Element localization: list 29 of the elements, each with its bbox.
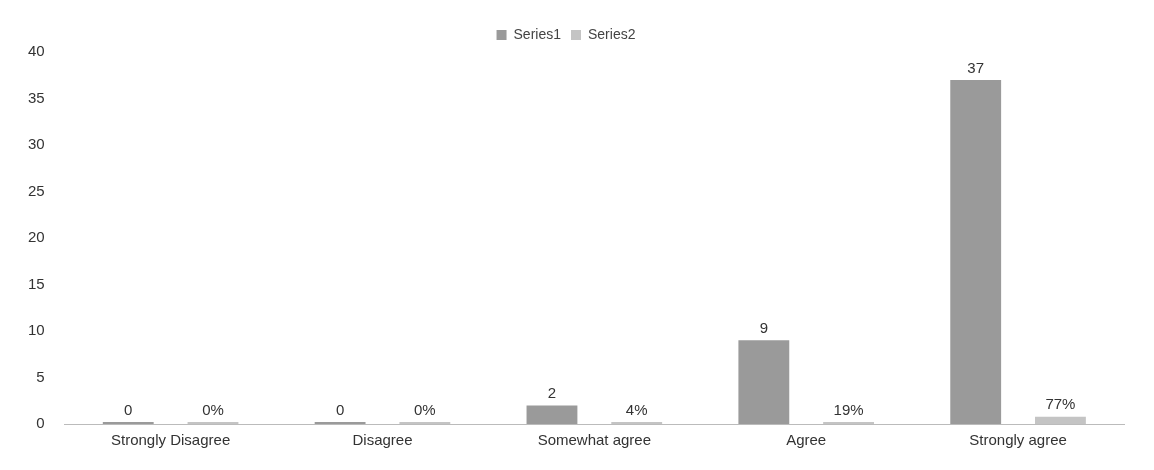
x-tick-label: Somewhat agree [537, 431, 652, 449]
data-label: 19% [833, 400, 864, 418]
y-tick-label: 5 [36, 367, 45, 385]
data-label: 37 [967, 58, 985, 76]
bar [526, 405, 578, 424]
x-tick-label: Disagree [352, 431, 413, 449]
y-tick-label: 30 [28, 135, 45, 153]
data-label: 0% [414, 400, 436, 418]
legend-label: Series1 [513, 25, 562, 42]
y-tick-label: 15 [28, 274, 45, 292]
data-label: 0% [202, 400, 224, 418]
y-tick-label: 0 [36, 414, 45, 432]
x-tick-label: Agree [786, 431, 827, 449]
data-label: 0 [124, 400, 133, 418]
y-tick-label: 35 [28, 88, 45, 106]
y-tick-label: 25 [28, 181, 45, 199]
x-tick-label: Strongly agree [969, 431, 1067, 449]
y-tick-label: 10 [28, 321, 45, 339]
data-label: 4% [625, 400, 648, 418]
data-label: 2 [547, 384, 557, 402]
data-label: 0 [335, 400, 345, 418]
y-tick-label: 20 [28, 228, 45, 246]
legend-label: Series2 [588, 25, 636, 42]
y-tick-label: 40 [28, 42, 45, 60]
bar [950, 79, 1002, 424]
data-label: 9 [759, 318, 768, 336]
bar [738, 340, 790, 424]
x-tick-label: Strongly Disagree [111, 431, 231, 449]
data-label: 77% [1045, 395, 1076, 413]
